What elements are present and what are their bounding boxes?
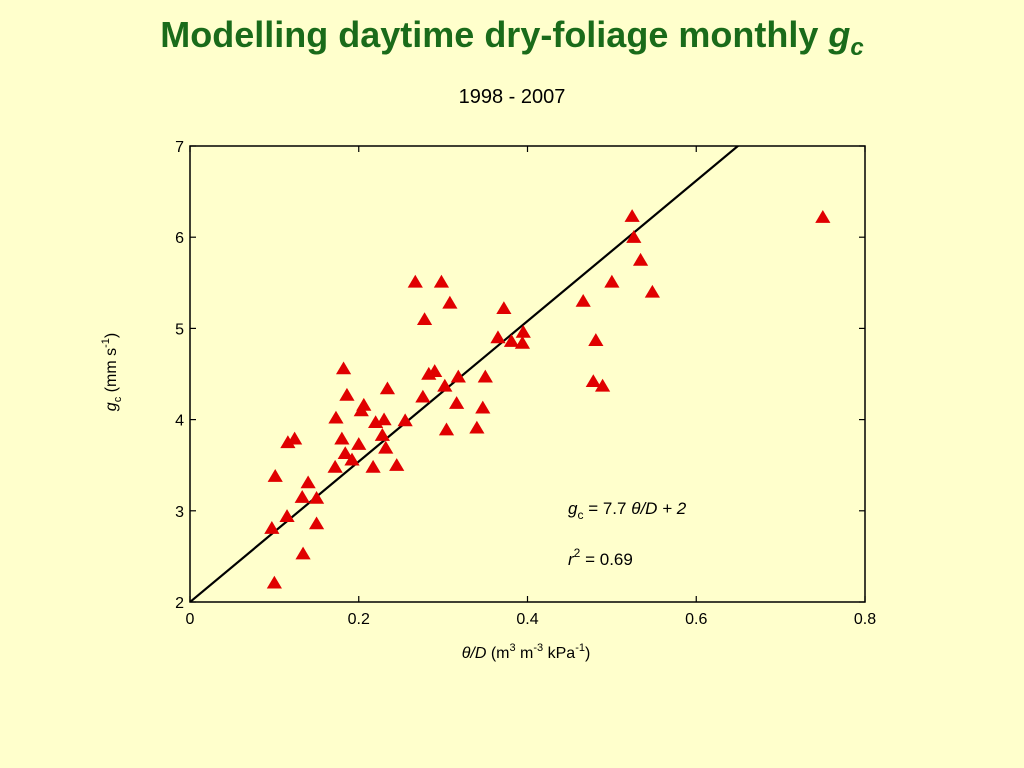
- x-tick-label: 0.6: [685, 611, 707, 628]
- data-point-triangle: [575, 293, 591, 307]
- y-tick-label: 2: [175, 595, 184, 612]
- eq-c-subscript: c: [577, 508, 583, 522]
- data-point-triangle: [389, 458, 405, 471]
- data-point-triangle: [490, 330, 506, 344]
- x-tick-labels: 0 0.2 0.4 0.6 0.8: [186, 611, 877, 628]
- y-tick-label: 3: [175, 504, 184, 521]
- data-points: [264, 209, 831, 589]
- data-point-triangle: [503, 334, 520, 347]
- data-point-triangle: [433, 274, 450, 288]
- r2-symbol: r: [568, 550, 575, 569]
- equation-label: gc = 7.7 θ/D + 2: [568, 499, 687, 522]
- title-text: Modelling daytime dry-foliage monthly: [160, 14, 829, 55]
- data-point-triangle: [327, 459, 343, 473]
- data-point-triangle: [279, 509, 295, 522]
- data-point-triangle: [287, 431, 303, 445]
- data-point-triangle: [626, 230, 642, 243]
- data-point-triangle: [632, 252, 649, 266]
- x-tick-label: 0.2: [348, 611, 370, 628]
- data-point-triangle: [449, 396, 465, 409]
- axis-ticks: [189, 145, 866, 603]
- x-tick-label: 0: [186, 611, 195, 628]
- data-point-triangle: [469, 420, 485, 434]
- y-tick-label: 5: [175, 321, 184, 338]
- data-point-triangle: [585, 374, 601, 388]
- data-point-triangle: [295, 546, 311, 560]
- y-tick-labels: 2 3 4 5 6 7: [175, 139, 184, 612]
- data-point-triangle: [594, 378, 611, 392]
- data-point-triangle: [437, 378, 453, 392]
- data-point-triangle: [624, 209, 640, 222]
- data-point-triangle: [328, 410, 344, 424]
- data-point-triangle: [365, 459, 381, 473]
- slide-title: Modelling daytime dry-foliage monthly gc: [0, 14, 1024, 61]
- data-point-triangle: [416, 312, 433, 325]
- data-point-triangle: [397, 413, 413, 427]
- y-tick-label: 7: [175, 139, 184, 156]
- data-point-triangle: [815, 210, 831, 223]
- data-point-triangle: [644, 284, 660, 298]
- y-tick-label: 4: [175, 413, 184, 430]
- data-point-triangle: [515, 324, 531, 338]
- data-point-triangle: [339, 387, 355, 401]
- data-point-triangle: [496, 301, 512, 315]
- title-g-symbol: g: [828, 14, 851, 55]
- x-axis-label: θ/D (m3 m-3 kPa-1): [462, 642, 591, 662]
- r2-label: r2 = 0.69: [568, 546, 633, 569]
- data-point-triangle: [514, 335, 531, 349]
- data-point-triangle: [477, 369, 493, 383]
- data-point-triangle: [266, 575, 282, 589]
- r2-value: = 0.69: [580, 550, 632, 569]
- data-point-triangle: [378, 440, 394, 454]
- data-point-triangle: [267, 469, 283, 482]
- data-point-triangle: [334, 431, 350, 445]
- plot-area-frame: [189, 145, 866, 603]
- data-point-triangle: [379, 381, 396, 395]
- data-point-triangle: [264, 521, 280, 534]
- data-point-triangle: [442, 295, 458, 309]
- data-point-triangle: [294, 490, 310, 503]
- x-tick-label: 0.8: [854, 611, 876, 628]
- y-tick-label: 6: [175, 230, 184, 247]
- data-point-triangle: [475, 400, 491, 414]
- eq-g-symbol: g: [568, 499, 578, 518]
- eq-rest: /D + 2: [639, 499, 686, 518]
- data-point-triangle: [337, 446, 353, 460]
- data-point-triangle: [374, 428, 390, 441]
- data-point-triangle: [344, 452, 360, 466]
- data-point-triangle: [415, 389, 431, 403]
- x-tick-label: 0.4: [516, 611, 538, 628]
- data-point-triangle: [308, 516, 325, 530]
- y-axis-label: gc (mm s-1): [100, 333, 124, 411]
- data-point-triangle: [356, 397, 372, 411]
- chart-subtitle: 1998 - 2007: [458, 86, 566, 108]
- title-c-subscript: c: [850, 34, 864, 61]
- r2-superscript: 2: [574, 546, 581, 560]
- data-point-triangle: [427, 364, 443, 377]
- data-point-triangle: [407, 274, 423, 288]
- data-point-triangle: [335, 361, 352, 375]
- regression-line: [190, 146, 740, 602]
- data-point-triangle: [300, 475, 316, 489]
- data-point-triangle: [588, 333, 604, 346]
- eq-theta: θ: [631, 499, 641, 518]
- data-point-triangle: [450, 369, 466, 383]
- eq-text: = 7.7: [583, 499, 631, 518]
- data-point-triangle: [376, 412, 392, 426]
- data-point-triangle: [351, 437, 367, 450]
- data-point-triangle: [438, 422, 455, 436]
- data-point-triangle: [604, 274, 620, 288]
- data-point-triangle: [308, 490, 325, 504]
- data-point-triangle: [280, 435, 296, 449]
